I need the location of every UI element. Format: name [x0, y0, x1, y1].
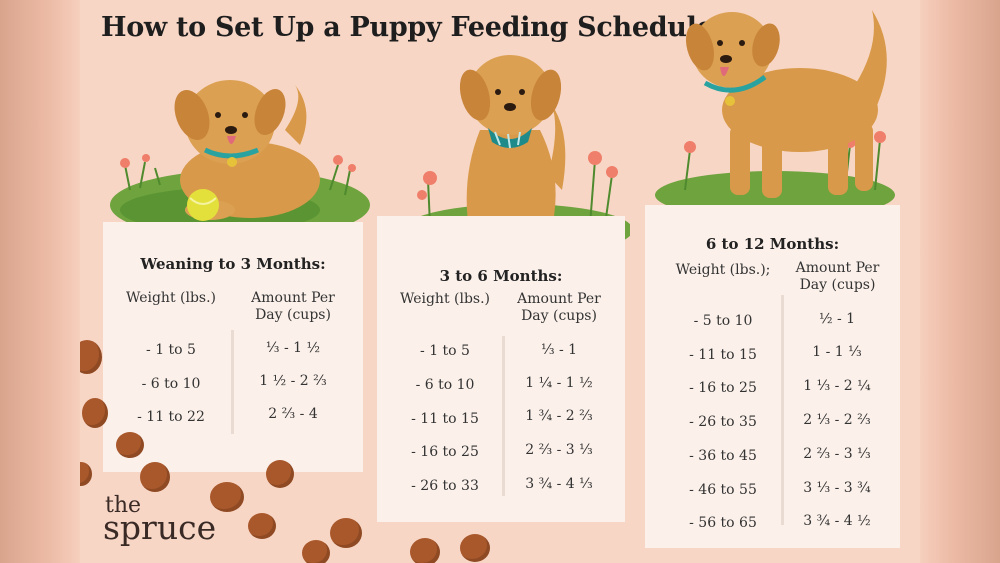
weight-cell: - 6 to 10 [415, 377, 475, 393]
logo-spruce: spruce [103, 508, 217, 547]
card-title: 3 to 6 Months: [439, 267, 563, 285]
weight-cell: - 56 to 65 [689, 515, 757, 531]
left-blur-border [0, 0, 80, 563]
amount-cell: 3 ¾ - 4 ½ [803, 513, 871, 529]
amount-cell: 1 ¾ - 2 ⅔ [525, 408, 593, 424]
weight-cell: - 1 to 5 [420, 343, 470, 359]
kibble-piece [460, 534, 490, 562]
amount-cell: 2 ⅔ - 3 ⅓ [525, 442, 593, 458]
kibble-piece [80, 462, 92, 486]
infographic-canvas: How to Set Up a Puppy Feeding Schedule [80, 0, 920, 563]
amount-cell: 2 ⅔ - 3 ⅓ [803, 446, 871, 462]
kibble-piece [82, 398, 108, 428]
kibble-piece [302, 540, 330, 563]
column-divider [502, 336, 505, 496]
amount-header: Amount Per Day (cups) [795, 260, 880, 293]
card-title: 6 to 12 Months: [705, 235, 840, 253]
column-divider [231, 330, 234, 434]
weight-cell: - 1 to 5 [146, 342, 196, 358]
amount-cell: ⅓ - 1 [540, 342, 578, 358]
right-blur-border [920, 0, 1000, 563]
weight-cell: - 46 to 55 [689, 482, 757, 498]
amount-cell: 1 ½ - 2 ⅔ [259, 373, 327, 389]
kibble-piece [410, 538, 440, 563]
page-title: How to Set Up a Puppy Feeding Schedule [101, 12, 714, 43]
card-title: Weaning to 3 Months: [140, 255, 326, 273]
amount-cell: 2 ⅔ - 4 [268, 406, 318, 422]
kibble-piece [116, 432, 144, 458]
weight-cell: - 16 to 25 [689, 380, 757, 396]
kibble-piece [248, 513, 276, 539]
logo-the: the [105, 493, 142, 518]
amount-cell: 2 ⅓ - 2 ⅔ [803, 412, 871, 428]
weight-cell: - 36 to 45 [689, 448, 757, 464]
amount-cell: ½ - 1 [818, 311, 856, 327]
feeding-card-3-to-6: 3 to 6 Months: Weight (lbs.) Amount Per … [377, 216, 625, 522]
kibble-piece [210, 482, 244, 512]
weight-cell: - 5 to 10 [693, 313, 753, 329]
weight-cell: - 11 to 15 [411, 411, 479, 427]
weight-cell: - 11 to 22 [137, 409, 205, 425]
amount-cell: 1 - 1 ⅓ [812, 344, 862, 360]
weight-header: Weight (lbs.); [675, 262, 771, 278]
weight-cell: - 16 to 25 [411, 444, 479, 460]
weight-cell: - 26 to 33 [411, 478, 479, 494]
amount-cell: 1 ⅓ - 2 ¼ [803, 378, 871, 394]
amount-cell: 3 ⅓ - 3 ¾ [803, 480, 871, 496]
weight-header: Weight (lbs.) [399, 291, 491, 307]
weight-cell: - 11 to 15 [689, 347, 757, 363]
puppy-lying-illustration [110, 80, 370, 240]
weight-cell: - 26 to 35 [689, 414, 757, 430]
amount-cell: ⅓ - 1 ½ [265, 340, 321, 356]
kibble-piece [330, 518, 362, 548]
feeding-card-weaning: Weaning to 3 Months: Weight (lbs.) Amoun… [103, 222, 363, 472]
weight-cell: - 6 to 10 [141, 376, 201, 392]
feeding-card-6-to-12: 6 to 12 Months: Weight (lbs.); Amount Pe… [645, 205, 900, 548]
kibble-piece [140, 462, 170, 492]
kibble-piece [266, 460, 294, 488]
amount-cell: 1 ¼ - 1 ½ [525, 375, 593, 391]
column-divider [781, 295, 784, 525]
amount-header: Amount Per Day (cups) [517, 291, 601, 324]
kibble-piece [80, 340, 102, 374]
amount-header: Amount Per Day (cups) [251, 290, 335, 323]
puppy-standing-illustration [655, 10, 895, 219]
amount-cell: 3 ¾ - 4 ⅓ [525, 476, 593, 492]
weight-header: Weight (lbs.) [125, 290, 217, 306]
